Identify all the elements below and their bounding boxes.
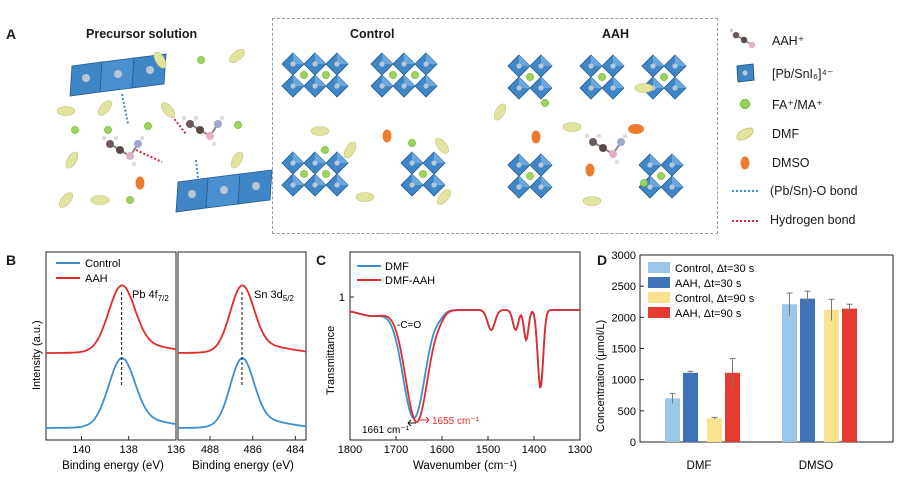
d-legend-text-1: AAH, Δt=30 s xyxy=(675,278,742,290)
legend-icons xyxy=(730,28,758,222)
b-curve-aah-0 xyxy=(46,284,177,354)
b-curve-control-0 xyxy=(46,357,177,429)
d-bar-0-2 xyxy=(707,418,722,442)
d-ylabel: Concentration (μmol/L) xyxy=(595,320,607,432)
d-ticklabel-4: 2000 xyxy=(612,312,636,324)
b-annotation-0: Pb 4f7/2 xyxy=(132,289,169,303)
aah-title: AAH xyxy=(602,27,630,41)
b-curve-aah-1 xyxy=(178,284,307,354)
c-annot-aah-peak: 1655 cm⁻¹ xyxy=(432,416,480,427)
charts-canvas: Control AAH Intensity (a.u.) 140 138 136 Pb 4f… xyxy=(31,250,894,472)
d-legend-swatch-2 xyxy=(648,292,670,303)
b-annotation-sub-0: 7/2 xyxy=(158,294,170,303)
c-ticklabel-0: 1800 xyxy=(338,444,362,456)
d-legend-text-2: Control, Δt=90 s xyxy=(675,293,755,305)
precursor-solution-title: Precursor solution xyxy=(86,27,198,41)
b-frame-1 xyxy=(177,251,307,441)
octahedron-icon xyxy=(736,63,755,83)
legend-text-control: Control xyxy=(85,258,120,270)
d-bar-1-0 xyxy=(782,304,797,442)
film-schematic-box xyxy=(272,18,718,234)
d-bar-1-3 xyxy=(842,308,857,442)
d-bar-0-1 xyxy=(683,372,698,442)
b-ticklabel-0-0: 140 xyxy=(72,444,90,456)
b-xlabel-left: Binding energy (eV) xyxy=(62,460,164,472)
d-ticklabel-6: 3000 xyxy=(612,250,636,262)
legend-aah: AAH⁺ xyxy=(772,34,805,48)
d-legend-text-3: AAH, Δt=90 s xyxy=(675,308,742,320)
b-ylabel: Intensity (a.u.) xyxy=(31,320,43,390)
b-annotation-sub-1: 5/2 xyxy=(283,294,295,303)
c-ticklabel-3: 1500 xyxy=(476,444,500,456)
b-annotation-1: Sn 3d5/2 xyxy=(254,289,294,303)
d-ticklabel-5: 2500 xyxy=(612,281,636,293)
legend-dmf: DMF xyxy=(772,127,800,141)
d-category-1: DMSO xyxy=(799,460,834,472)
d-bar-1-2 xyxy=(824,309,839,442)
panel-label-c: C xyxy=(316,252,327,268)
b-ticklabel-1-0: 488 xyxy=(201,444,219,456)
c-ticklabel-1: 1700 xyxy=(384,444,408,456)
c-legend-text-aah: DMF-AAH xyxy=(385,275,435,287)
d-bar-0-3 xyxy=(725,372,740,442)
d-ticklabel-2: 1000 xyxy=(612,375,636,387)
control-title: Control xyxy=(350,27,395,41)
panel-label-d: D xyxy=(597,252,608,268)
d-legend-swatch-0 xyxy=(648,262,670,273)
c-legend-text-dmf: DMF xyxy=(385,261,409,273)
d-category-0: DMF xyxy=(687,460,712,472)
b-ticklabel-1-2: 484 xyxy=(286,444,304,456)
c-ticklabel-4: 1400 xyxy=(522,444,546,456)
dmf-icon xyxy=(736,127,754,141)
c-curve-dmf-aah xyxy=(349,309,580,423)
b-frame-0 xyxy=(45,251,177,441)
c-annot-dmf-peak: 1661 cm⁻¹ xyxy=(362,425,410,436)
c-arrow-dmf xyxy=(407,419,416,427)
c-annot-bond: -C=O xyxy=(397,320,421,331)
d-bar-0-0 xyxy=(665,398,680,442)
d-ticklabel-0: 0 xyxy=(630,437,636,449)
b-xlabel-right: Binding energy (eV) xyxy=(192,460,294,472)
legend-cation: FA⁺/MA⁺ xyxy=(772,98,823,112)
d-legend-text-0: Control, Δt=30 s xyxy=(675,263,755,275)
panel-label-b: B xyxy=(6,252,17,268)
c-ylabel: Transmittance xyxy=(325,326,337,395)
d-ticklabel-3: 1500 xyxy=(612,344,636,356)
dmso-icon xyxy=(740,156,750,170)
legend-octahedron: [Pb/SnI₆]⁴⁻ xyxy=(772,67,834,81)
b-ticklabel-1-1: 486 xyxy=(243,444,261,456)
legend-dmso: DMSO xyxy=(772,156,810,170)
cation-icon xyxy=(740,99,750,109)
d-ticklabel-1: 500 xyxy=(618,406,636,418)
c-ticklabel-2: 1600 xyxy=(430,444,454,456)
c-arrow-aah xyxy=(420,416,430,424)
c-yticklabel: 1 xyxy=(339,292,345,304)
c-frame xyxy=(349,251,581,441)
c-ticklabel-5: 1300 xyxy=(568,444,592,456)
legend-text-aah: AAH xyxy=(85,273,108,285)
d-legend-swatch-1 xyxy=(648,277,670,288)
schematic-illustration xyxy=(56,46,917,213)
d-legend-swatch-3 xyxy=(648,307,670,318)
d-bar-1-1 xyxy=(800,298,815,442)
b-ticklabel-0-1: 138 xyxy=(120,444,138,456)
panel-label-a: A xyxy=(6,26,17,42)
legend-pb-o-bond: (Pb/Sn)-O bond xyxy=(770,184,858,198)
b-ticklabel-0-2: 136 xyxy=(167,444,185,456)
c-xlabel: Wavenumber (cm⁻¹) xyxy=(413,460,517,472)
legend-hydrogen-bond: Hydrogen bond xyxy=(770,213,856,227)
aah-molecule-icon xyxy=(730,28,756,48)
